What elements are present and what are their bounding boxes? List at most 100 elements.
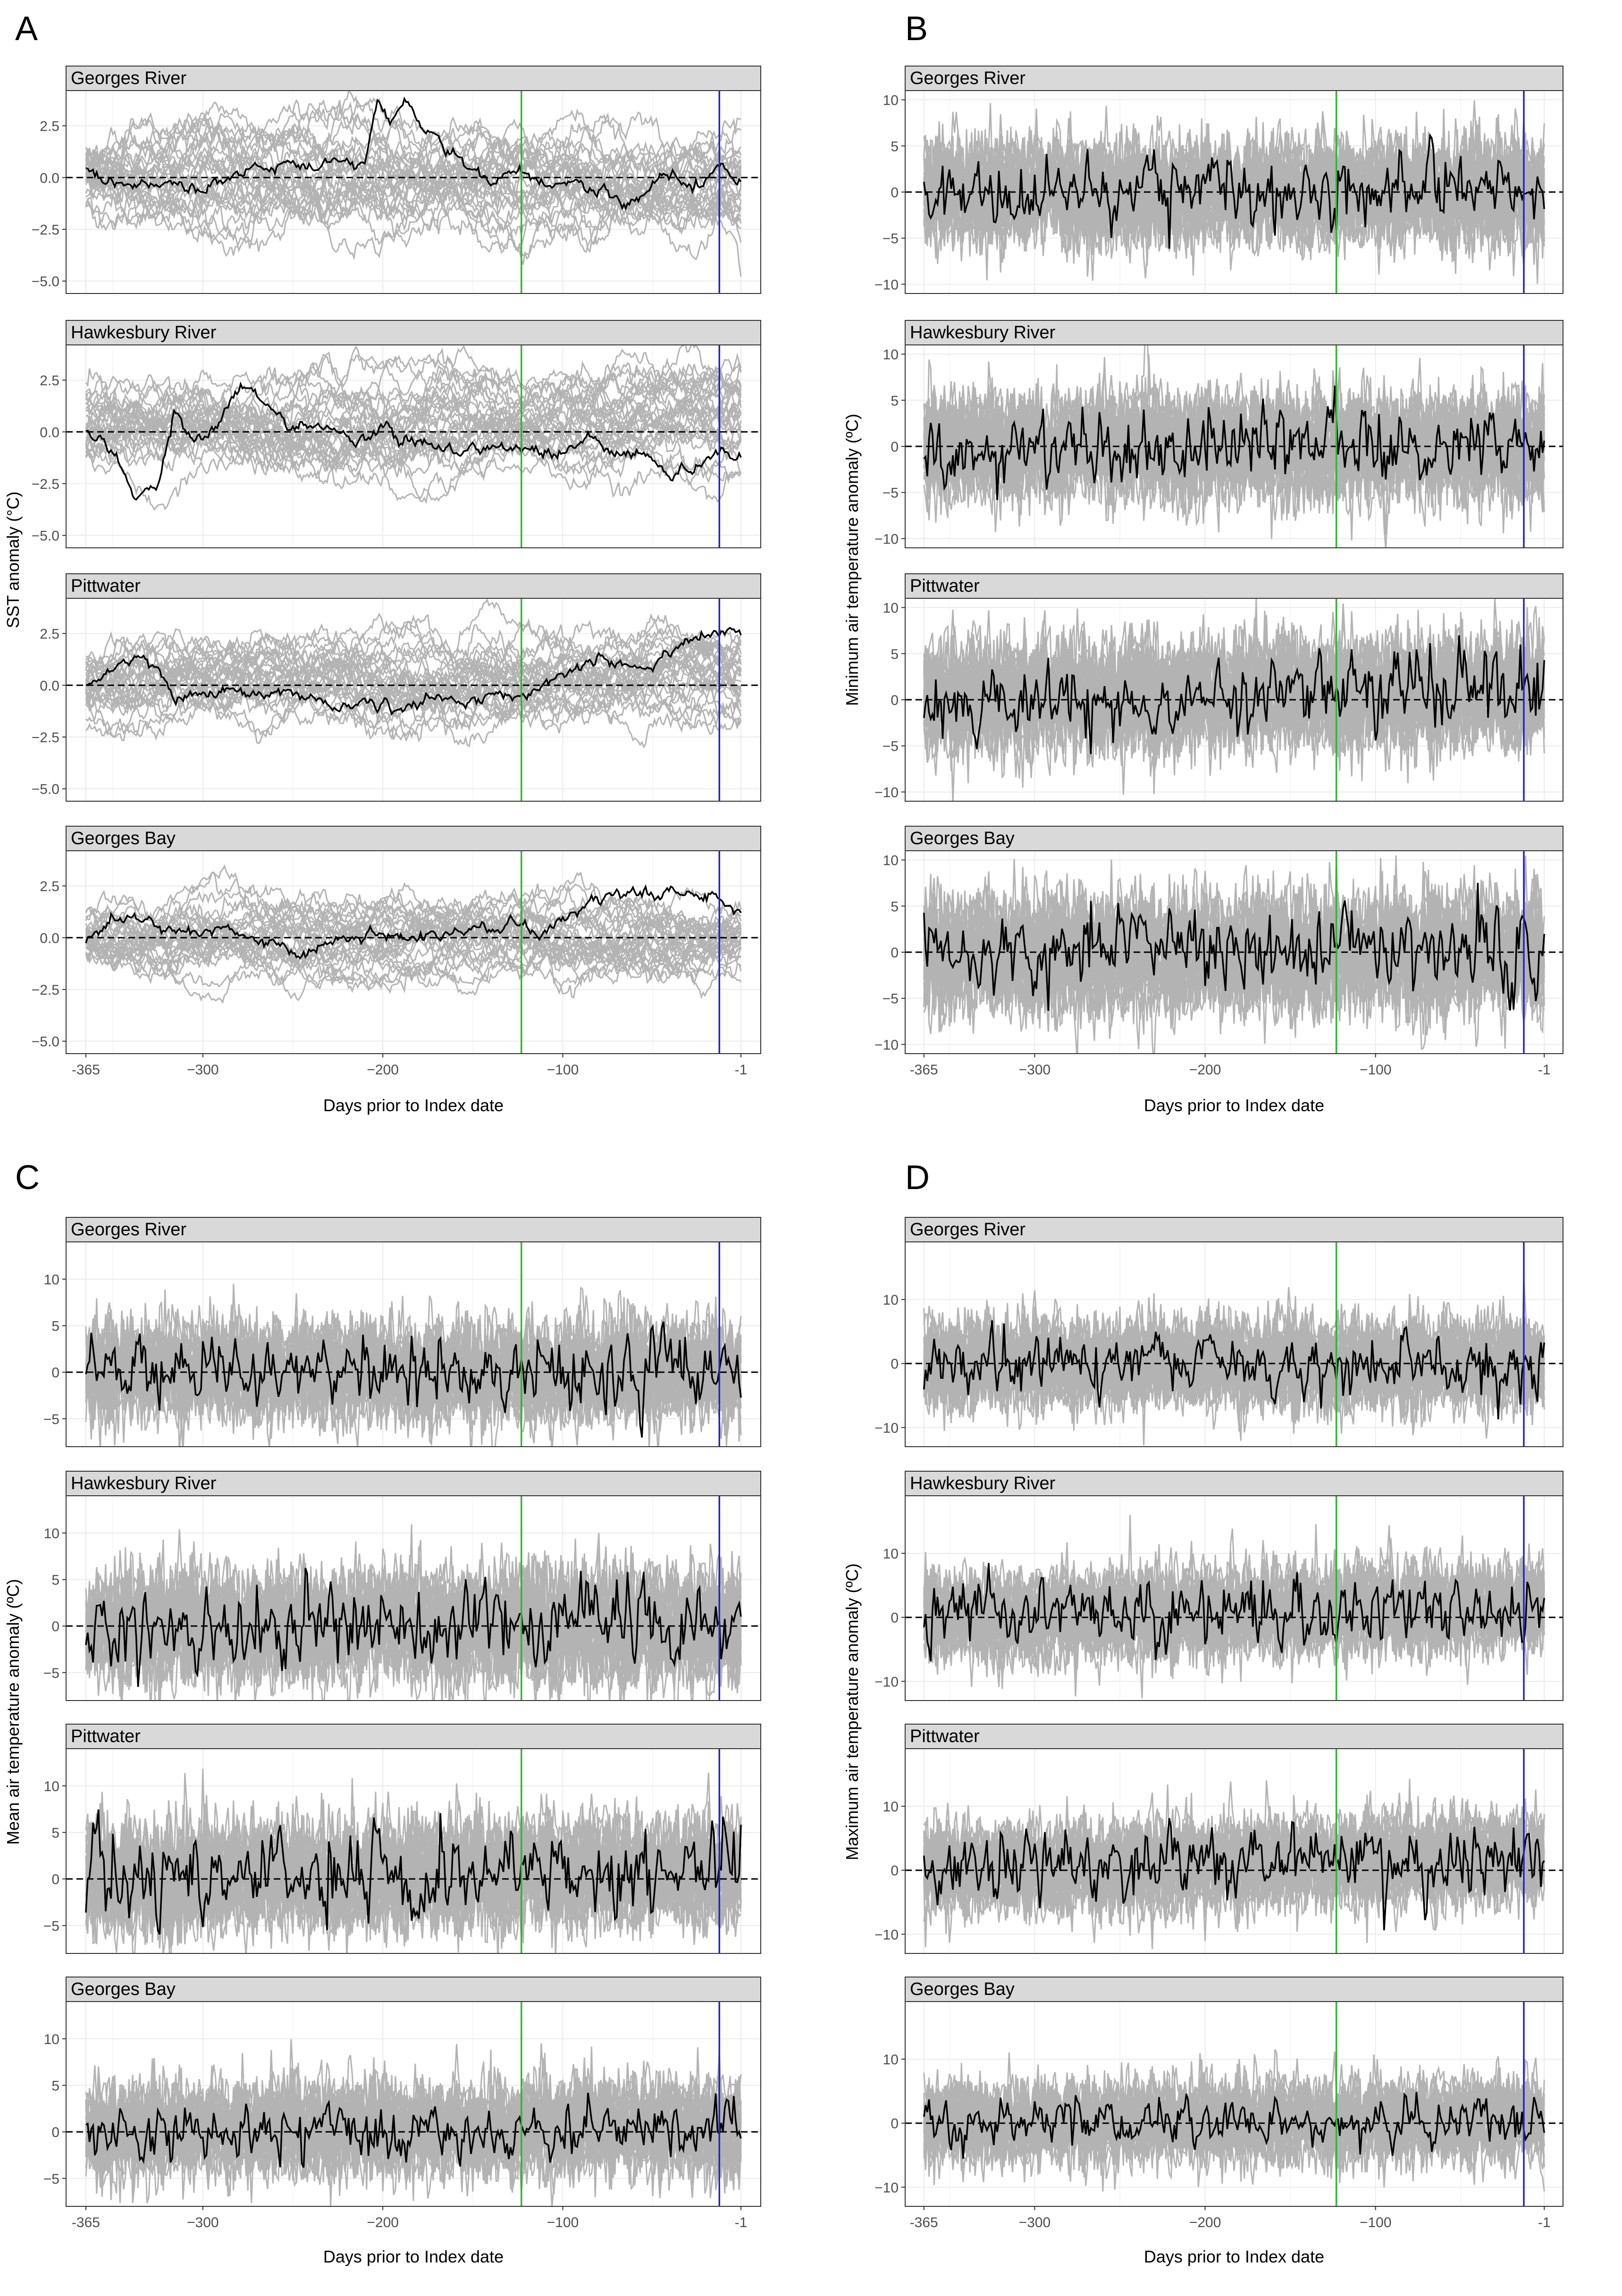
facet-strip <box>905 320 1563 345</box>
y-tick-label: 5 <box>891 393 899 409</box>
facet-pittwater: Pittwater −5.0 −2.5 0.0 2.5 <box>32 573 761 802</box>
y-tick-label: 0 <box>891 185 899 201</box>
index-year-line <box>923 385 1546 500</box>
y-tick-label: 10 <box>883 1799 899 1815</box>
index-year-line <box>923 635 1546 754</box>
y-axis: −10 0 10 <box>874 1292 905 1436</box>
x-tick-label: −300 <box>187 1062 219 1078</box>
y-tick-label: 10 <box>883 1546 899 1562</box>
plot-border <box>66 344 761 548</box>
y-axis: −10 −5 0 5 10 <box>874 93 905 293</box>
x-axis: -365 −300 −200 −100 -1 <box>910 1054 1551 1078</box>
x-tick-label: -365 <box>910 1062 938 1078</box>
y-tick-label: −10 <box>874 531 899 547</box>
comparison-year-line <box>85 351 742 502</box>
y-tick-label: −10 <box>874 1674 899 1690</box>
comparison-year-line <box>923 375 1545 510</box>
facet-title: Pittwater <box>910 576 980 596</box>
index-year-line <box>85 884 742 960</box>
y-tick-label: −5.0 <box>32 1034 59 1050</box>
index-year-line <box>85 1321 742 1438</box>
panel-letter: B <box>905 10 928 48</box>
y-axis: −5 0 5 10 <box>43 1526 66 1681</box>
data-layer <box>905 1242 1563 1447</box>
index-year-line <box>85 627 742 716</box>
comparison-year-line <box>85 897 742 988</box>
data-layer <box>905 598 1563 801</box>
y-tick-label: 10 <box>883 853 899 869</box>
facet-strip <box>66 1724 761 1749</box>
y-tick-label: 5 <box>51 1826 59 1841</box>
y-axis-title: Maximum air temperature anomaly (ºC) <box>842 1563 862 1860</box>
data-layer <box>66 851 761 1054</box>
comparison-year-line <box>85 364 742 456</box>
x-axis-title: Days prior to Index date <box>1144 2247 1324 2266</box>
plot-border <box>905 1748 1563 1954</box>
y-tick-label: 0.0 <box>40 930 59 946</box>
facet-strip <box>66 573 761 599</box>
panel-letter: A <box>15 10 38 48</box>
y-tick-label: −5 <box>43 2171 59 2187</box>
index-year-line <box>85 1567 742 1687</box>
data-layer <box>66 1496 761 1701</box>
comparison-year-line <box>85 2068 742 2191</box>
data-layer <box>905 2002 1563 2206</box>
y-tick-label: 0.0 <box>40 678 59 694</box>
facet-title: Georges River <box>71 68 186 88</box>
x-tick-label: −100 <box>1360 2215 1392 2230</box>
comparison-year-line <box>85 613 742 692</box>
comparison-year-line <box>85 137 742 248</box>
facet-georges-bay: Georges Bay −10 0 10 <box>874 1977 1563 2207</box>
facet-strip <box>905 1471 1563 1496</box>
comparison-year-line <box>85 361 741 430</box>
panel-letter: D <box>905 1159 930 1197</box>
y-tick-label: −5 <box>882 231 899 247</box>
comparison-year-line <box>85 631 742 732</box>
y-tick-label: 10 <box>883 601 899 616</box>
comparison-year-line <box>85 905 742 999</box>
facet-title: Georges Bay <box>71 829 176 848</box>
facet-title: Georges Bay <box>910 829 1015 848</box>
x-axis: -365 −300 −200 −100 -1 <box>72 2206 747 2230</box>
y-tick-label: −5 <box>43 1666 59 1681</box>
comparison-year-line <box>85 884 741 986</box>
facet-pittwater: Pittwater −10 −5 0 5 10 <box>874 573 1563 802</box>
index-year-line <box>923 883 1546 1011</box>
comparison-year-line <box>923 1792 1545 1926</box>
x-axis: -365 −300 −200 −100 -1 <box>910 2206 1551 2230</box>
plot-border <box>66 1241 761 1447</box>
data-layer <box>66 345 761 548</box>
facet-title: Georges River <box>910 1220 1025 1240</box>
y-tick-label: 10 <box>883 93 899 109</box>
y-tick-label: 0 <box>51 1619 59 1634</box>
x-tick-label: −300 <box>1019 2215 1051 2230</box>
y-tick-label: −10 <box>874 1927 899 1943</box>
comparison-year-line <box>85 642 742 709</box>
comparison-year-line <box>923 1305 1545 1419</box>
y-tick-label: −2.5 <box>32 477 59 492</box>
x-tick-label: -365 <box>72 1062 100 1078</box>
y-tick-label: 0 <box>891 1863 899 1879</box>
y-tick-label: 10 <box>44 1779 59 1794</box>
y-axis: −10 −5 0 5 10 <box>874 853 905 1053</box>
comparison-year-line <box>923 868 1545 1026</box>
y-tick-label: 0 <box>891 2116 899 2132</box>
comparison-year-line <box>923 859 1545 1035</box>
y-tick-label: −10 <box>874 277 899 293</box>
data-layer <box>66 1242 761 1447</box>
y-tick-label: 0 <box>891 439 899 455</box>
facet-strip <box>905 1724 1563 1749</box>
y-tick-label: 0 <box>891 1610 899 1626</box>
facet-georges-river: Georges River −5.0 −2.5 0.0 2.5 <box>32 66 761 294</box>
y-tick-label: 2.5 <box>40 627 59 642</box>
y-tick-label: 0 <box>51 1365 59 1381</box>
y-tick-label: 5 <box>51 1573 59 1588</box>
x-tick-label: -1 <box>1538 1062 1551 1078</box>
comparison-year-line <box>85 2055 742 2194</box>
facet-hawkesbury-river: Hawkesbury River −5.0 −2.5 0.0 2.5 <box>32 320 761 548</box>
y-axis: −10 0 10 <box>874 1799 905 1943</box>
y-axis-title: SST anomaly (°C) <box>3 492 23 628</box>
data-layer <box>66 598 761 801</box>
y-tick-label: −2.5 <box>32 730 59 746</box>
y-tick-label: 2.5 <box>40 373 59 389</box>
